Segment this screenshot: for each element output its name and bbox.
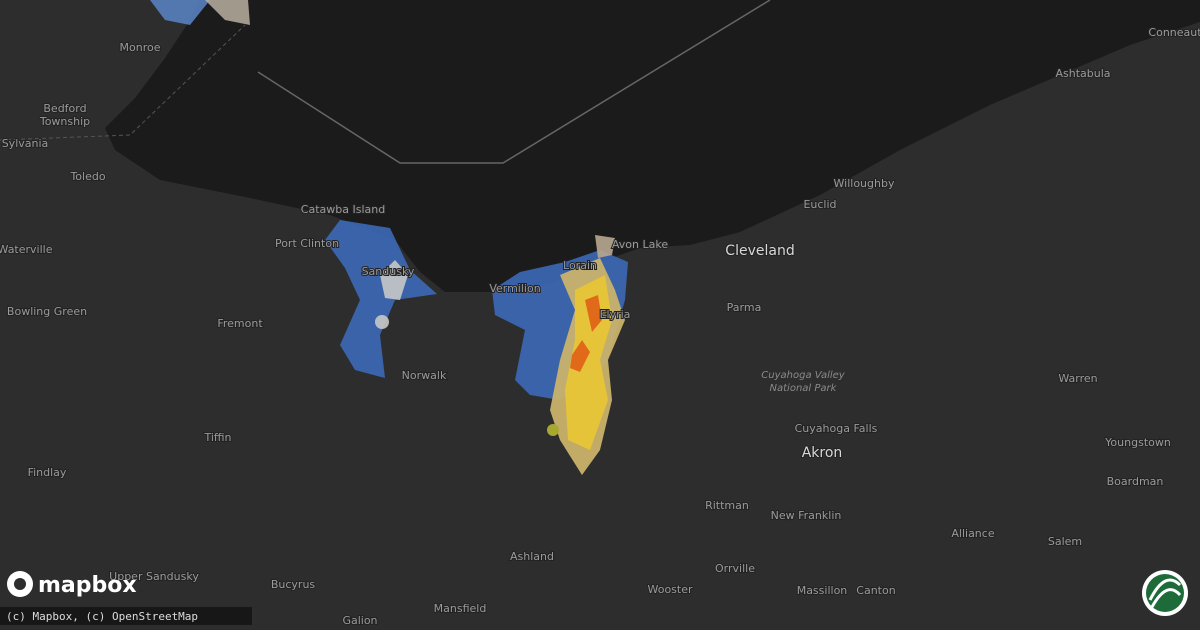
city-label: Waterville: [0, 243, 53, 256]
city-label: Wooster: [647, 583, 693, 596]
city-label: Canton: [856, 584, 895, 597]
city-label: Tiffin: [203, 431, 231, 444]
brand-badge[interactable]: [1142, 570, 1188, 616]
city-label: Norwalk: [402, 369, 447, 382]
storm-swaths: [150, 0, 628, 475]
city-label: Youngstown: [1104, 436, 1171, 449]
city-label: Port Clinton: [275, 237, 339, 250]
city-label: Ashtabula: [1055, 67, 1110, 80]
city-label: Warren: [1058, 372, 1097, 385]
city-label: Cuyahoga Falls: [795, 422, 878, 435]
city-label: Monroe: [120, 41, 161, 54]
city-label: Ashland: [510, 550, 554, 563]
city-label: Bedford: [43, 102, 86, 115]
attribution: (c) Mapbox, (c) OpenStreetMap: [6, 610, 198, 623]
park-label: National Park: [770, 383, 838, 394]
city-label: Avon Lake: [612, 238, 668, 251]
city-label: Upper Sandusky: [109, 570, 199, 583]
city-label: Toledo: [69, 170, 105, 183]
city-label: Galion: [342, 614, 377, 627]
city-label: Rittman: [705, 499, 749, 512]
city-label: Findlay: [28, 466, 67, 479]
border-line: [257, 0, 771, 164]
city-label: Township: [39, 115, 90, 128]
city-label: Akron: [802, 445, 843, 461]
city-label: Fremont: [217, 317, 263, 330]
city-label: Salem: [1048, 535, 1082, 548]
logo-text: mapbox: [38, 573, 137, 598]
city-label: Boardman: [1107, 475, 1164, 488]
city-label: Alliance: [951, 527, 994, 540]
state-line: [0, 24, 246, 141]
city-label: Euclid: [803, 198, 836, 211]
lake-erie: [105, 0, 1200, 292]
city-label: Willoughby: [834, 177, 895, 190]
city-label: Lorain: [563, 259, 597, 272]
city-label: Parma: [727, 301, 762, 314]
city-label: Bowling Green: [7, 305, 87, 318]
city-label: Orrville: [715, 562, 755, 575]
mapbox-logo: mapbox: [7, 571, 137, 598]
attribution-bg: [0, 607, 252, 625]
city-label: Conneaut: [1148, 26, 1200, 39]
city-label: Cleveland: [725, 243, 794, 259]
city-label: Massillon: [797, 584, 848, 597]
city-label: Elyria: [600, 308, 631, 321]
city-label: New Franklin: [771, 509, 842, 522]
city-label: Vermilion: [489, 282, 540, 295]
city-label: Sandusky: [362, 265, 415, 278]
city-label: Catawba Island: [301, 203, 385, 216]
city-label: Sylvania: [2, 137, 49, 150]
park-label: Cuyahoga Valley: [761, 370, 846, 381]
city-label: Bucyrus: [271, 578, 316, 591]
city-label: Mansfield: [434, 602, 487, 615]
